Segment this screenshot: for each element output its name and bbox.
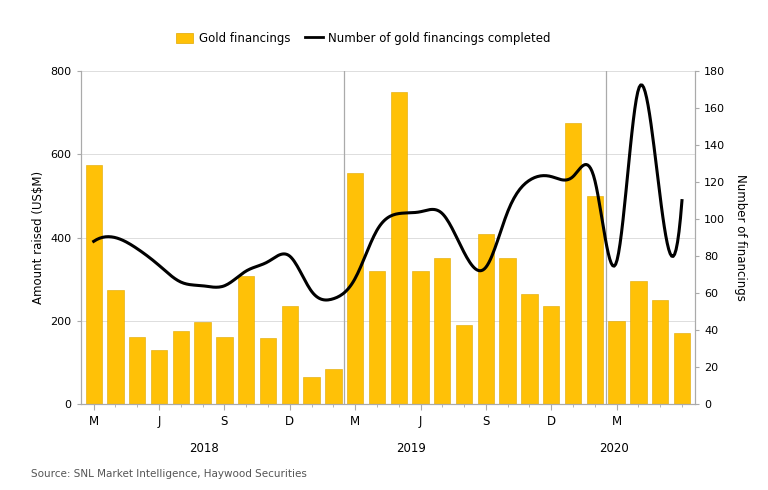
Bar <box>108 290 124 404</box>
Bar <box>303 377 319 404</box>
Bar <box>564 123 581 404</box>
Bar <box>325 369 342 404</box>
Bar <box>347 173 363 404</box>
Bar <box>631 281 647 404</box>
Text: : Global Financing Trends in Gold-related Companies: : Global Financing Trends in Gold-relate… <box>81 11 409 24</box>
Bar <box>129 337 145 404</box>
Legend: Gold financings, Number of gold financings completed: Gold financings, Number of gold financin… <box>170 27 556 49</box>
Text: Figure 3: Figure 3 <box>10 11 68 24</box>
Bar <box>587 196 603 404</box>
Bar <box>499 259 516 404</box>
Bar <box>369 271 385 404</box>
Bar <box>434 259 451 404</box>
Bar <box>85 165 102 404</box>
Text: 2020: 2020 <box>600 442 629 455</box>
Bar <box>173 331 189 404</box>
Text: 2019: 2019 <box>396 442 425 455</box>
Bar <box>194 322 211 404</box>
Bar <box>543 306 559 404</box>
Bar <box>391 92 407 404</box>
Bar <box>282 306 298 404</box>
Bar <box>521 294 538 404</box>
Text: Source: SNL Market Intelligence, Haywood Securities: Source: SNL Market Intelligence, Haywood… <box>31 469 306 479</box>
Bar <box>652 300 668 404</box>
Text: 2018: 2018 <box>189 442 218 455</box>
Bar <box>217 337 233 404</box>
Bar <box>674 334 690 404</box>
Y-axis label: Number of financings: Number of financings <box>733 174 746 301</box>
Bar <box>478 234 494 404</box>
Bar <box>412 271 429 404</box>
Bar <box>260 338 276 404</box>
Y-axis label: Amount raised (US$M): Amount raised (US$M) <box>32 171 45 304</box>
Bar <box>608 321 625 404</box>
Bar <box>151 350 167 404</box>
Bar <box>456 325 472 404</box>
Bar <box>238 276 254 404</box>
